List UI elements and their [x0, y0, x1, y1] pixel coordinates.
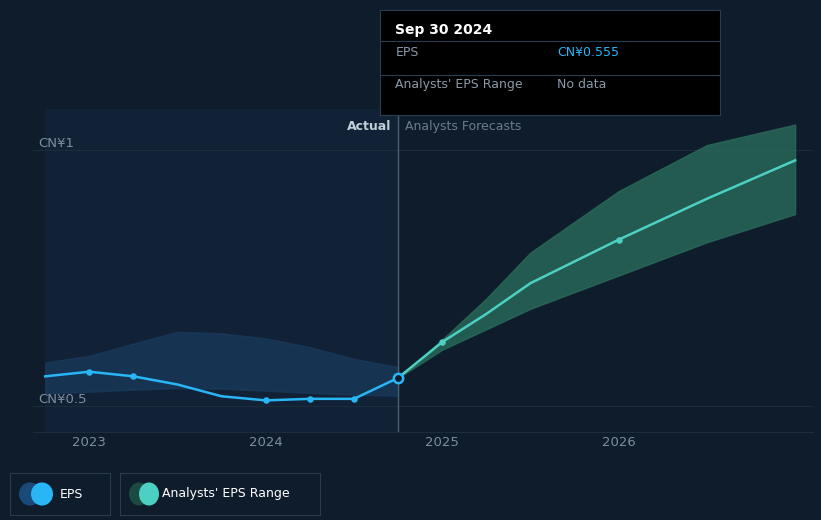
Point — [436, 338, 449, 346]
Point — [612, 236, 626, 244]
Point — [347, 395, 360, 403]
Text: CN¥0.555: CN¥0.555 — [557, 46, 619, 59]
Point — [127, 372, 140, 381]
Text: No data: No data — [557, 78, 606, 91]
Text: CN¥0.5: CN¥0.5 — [38, 393, 87, 406]
Text: Analysts' EPS Range: Analysts' EPS Range — [395, 78, 523, 91]
Ellipse shape — [139, 483, 159, 505]
Text: CN¥1: CN¥1 — [38, 137, 74, 150]
Point — [303, 395, 316, 403]
Text: EPS: EPS — [60, 488, 84, 500]
Point — [392, 374, 405, 382]
Point — [83, 368, 96, 376]
Bar — [45, 109, 398, 432]
Text: Analysts' EPS Range: Analysts' EPS Range — [162, 488, 290, 500]
Text: EPS: EPS — [395, 46, 419, 59]
Ellipse shape — [31, 483, 53, 505]
Ellipse shape — [19, 483, 41, 505]
Text: Actual: Actual — [346, 121, 391, 134]
Text: Sep 30 2024: Sep 30 2024 — [395, 22, 493, 36]
Point — [259, 396, 273, 405]
Text: Analysts Forecasts: Analysts Forecasts — [406, 121, 521, 134]
Ellipse shape — [129, 483, 149, 505]
